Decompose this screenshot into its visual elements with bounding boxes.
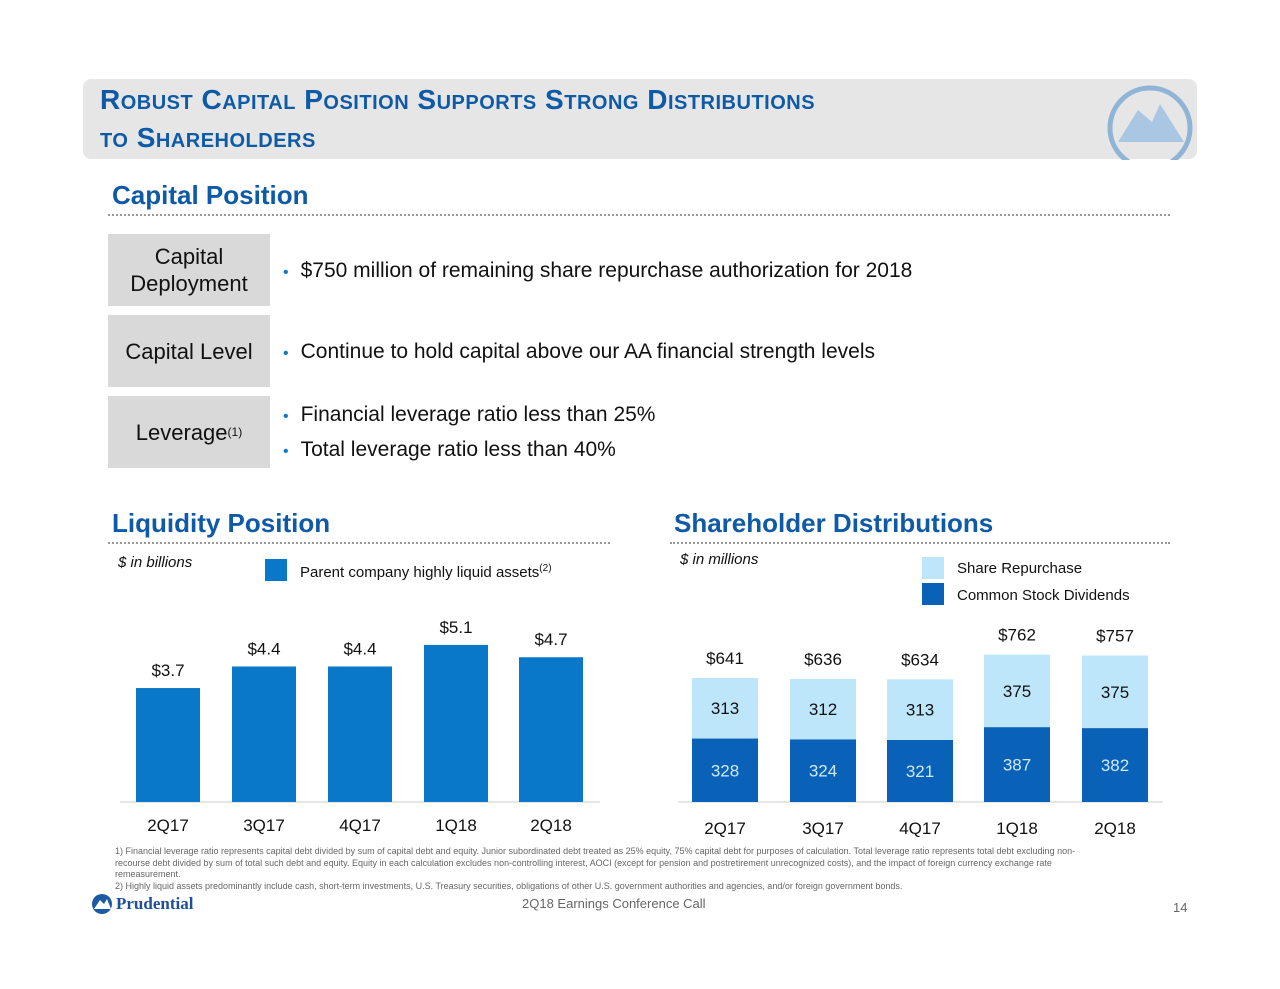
- liquidity-unit: $ in billions: [118, 554, 193, 571]
- total-label: $636: [804, 650, 842, 669]
- bar-segment-3Q17: [790, 678, 856, 740]
- rock-logo-icon: [1107, 85, 1193, 160]
- footnote-2: 2) Highly liquid assets predominantly in…: [115, 881, 903, 891]
- bar-3Q17: [232, 666, 296, 802]
- legend-swatch-dividends: [922, 583, 944, 605]
- tick-label: 2Q18: [1094, 819, 1136, 838]
- footnote-1: 1) Financial leverage ratio represents c…: [115, 846, 1076, 879]
- legend-repurchase: Share Repurchase: [957, 560, 1083, 577]
- bar-2Q17: [136, 688, 200, 802]
- capital-level-label: Capital Level: [108, 315, 270, 387]
- logo-text: Prudential: [116, 894, 194, 913]
- page-title-line1: Robust Capital Position Supports Strong …: [100, 84, 816, 115]
- total-label: $757: [1096, 627, 1134, 646]
- segment-label: 324: [809, 762, 837, 781]
- segment-label: 328: [711, 761, 739, 780]
- data-label: $4.7: [534, 630, 567, 649]
- tick-label: 1Q18: [996, 819, 1038, 838]
- divider: [670, 542, 1170, 544]
- divider: [108, 542, 610, 544]
- bar-1Q18: [424, 644, 488, 802]
- data-label: $5.1: [439, 618, 472, 637]
- bullet-text: Financial leverage ratio less than 25%: [300, 403, 656, 426]
- title-bar: [83, 79, 1197, 159]
- capital-position-heading: Capital Position: [112, 180, 309, 210]
- bar-segment-1Q18: [984, 654, 1050, 728]
- segment-label: 313: [906, 701, 934, 720]
- bullet: • Continue to hold capital above our AA f…: [283, 340, 875, 363]
- distributions-heading: Shareholder Distributions: [674, 508, 994, 538]
- bar-segment-4Q17: [887, 679, 953, 740]
- page-number: 14: [1173, 900, 1188, 915]
- tick-label: 2Q17: [147, 816, 189, 835]
- legend-text: Parent company highly liquid assets: [300, 564, 540, 581]
- capital-deployment-label: Capital Deployment: [108, 234, 270, 306]
- leverage-text: Leverage: [135, 419, 228, 445]
- data-label: $3.7: [151, 661, 184, 680]
- tick-label: 3Q17: [802, 819, 844, 838]
- legend-swatch-repurchase: [922, 557, 944, 579]
- divider: [108, 214, 1170, 216]
- segment-label: 312: [809, 700, 837, 719]
- footnote-ref: (2): [539, 563, 552, 574]
- data-label: $4.4: [343, 639, 376, 658]
- tick-label: 4Q17: [339, 816, 381, 835]
- bullet: • $750 million of remaining share repurch…: [283, 259, 913, 282]
- total-label: $641: [706, 649, 744, 668]
- total-label: $762: [998, 626, 1036, 645]
- footnote-ref: (1): [227, 424, 243, 439]
- tick-label: 1Q18: [435, 816, 477, 835]
- distributions-unit: $ in millions: [680, 551, 759, 568]
- liquidity-heading: Liquidity Position: [112, 508, 331, 538]
- bar-2Q18: [519, 657, 583, 802]
- page-title-line2: to Shareholders: [100, 122, 316, 153]
- bar-segment-2Q17: [692, 738, 758, 802]
- bullet: • Total leverage ratio less than 40%: [283, 438, 616, 461]
- bar-segment-1Q18: [984, 727, 1050, 802]
- bullet-text: Total leverage ratio less than 40%: [300, 438, 616, 461]
- liquidity-legend: Parent company highly liquid assets(2): [300, 563, 552, 581]
- data-label: $4.4: [247, 639, 280, 658]
- leverage-label: Leverage (1): [108, 396, 270, 468]
- bullet-text: Continue to hold capital above our AA fi…: [300, 340, 875, 363]
- segment-label: 375: [1101, 683, 1129, 702]
- tick-label: 3Q17: [243, 816, 285, 835]
- segment-label: 382: [1101, 756, 1129, 775]
- legend-swatch: [265, 559, 287, 581]
- segment-label: 313: [711, 699, 739, 718]
- charts: $3.7 2Q17 $4.4 3Q17 $4.4 4Q17 $5.1 1Q18 $4.7 2Q18…: [120, 618, 1163, 838]
- tick-label: 2Q18: [530, 816, 572, 835]
- bar-segment-2Q18: [1082, 655, 1148, 729]
- segment-label: 375: [1003, 682, 1031, 701]
- segment-label: 387: [1003, 756, 1031, 775]
- footer-event: 2Q18 Earnings Conference Call: [522, 896, 706, 911]
- tick-label: 4Q17: [899, 819, 941, 838]
- tick-label: 2Q17: [704, 819, 746, 838]
- prudential-logo: Prudential: [90, 893, 193, 915]
- bullet-text: $750 million of remaining share repurcha…: [300, 259, 913, 282]
- rock-logo-icon: [92, 894, 112, 914]
- segment-label: 321: [906, 762, 934, 781]
- legend-dividends: Common Stock Dividends: [957, 587, 1130, 604]
- bar-segment-2Q18: [1082, 728, 1148, 802]
- bar-segment-2Q17: [692, 677, 758, 739]
- bar-4Q17: [328, 666, 392, 802]
- total-label: $634: [901, 650, 939, 669]
- bar-segment-4Q17: [887, 739, 953, 802]
- bullet: • Financial leverage ratio less than 25%: [283, 403, 656, 426]
- bar-segment-3Q17: [790, 739, 856, 802]
